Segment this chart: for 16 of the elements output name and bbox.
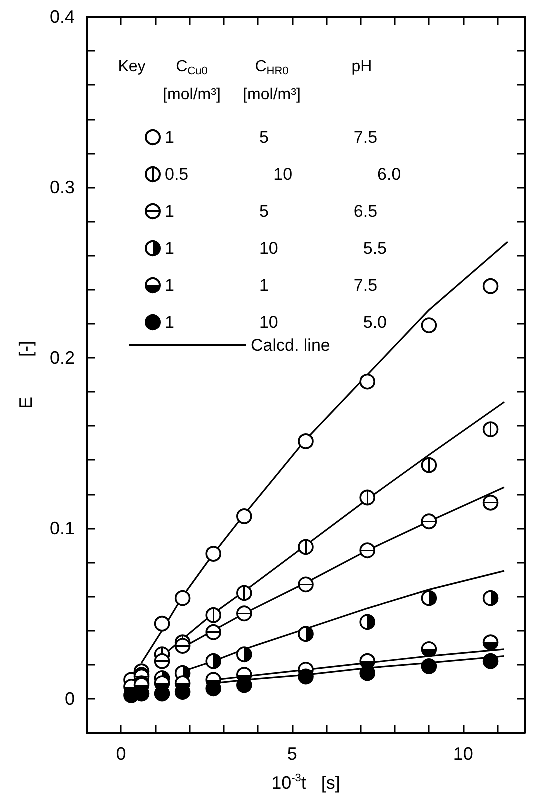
legend-label: 0.5 10 6.0 bbox=[165, 165, 402, 184]
y-tick-label: 0 bbox=[64, 688, 75, 709]
legend-label: 1 1 7.5 bbox=[165, 276, 378, 295]
y-tick-label: 0.3 bbox=[50, 177, 75, 198]
text: Calcd. line bbox=[251, 336, 330, 355]
x-tick-label: 10 bbox=[453, 744, 474, 764]
x-tick-label: 0 bbox=[116, 744, 126, 764]
y-axis-title: E [-] bbox=[16, 340, 36, 410]
y-tick-label: 0.1 bbox=[50, 518, 75, 538]
legend-label: 1 5 6.5 bbox=[165, 202, 378, 221]
y-tick-label: 0.4 bbox=[50, 7, 75, 27]
y-tick-label: 0.2 bbox=[50, 348, 75, 368]
x-tick-label: 5 bbox=[287, 744, 298, 764]
legend-label: 1 10 5.0 bbox=[165, 313, 387, 332]
legend-label: 1 5 7.5 bbox=[165, 128, 378, 147]
legend-label: 1 10 5.5 bbox=[165, 239, 387, 258]
